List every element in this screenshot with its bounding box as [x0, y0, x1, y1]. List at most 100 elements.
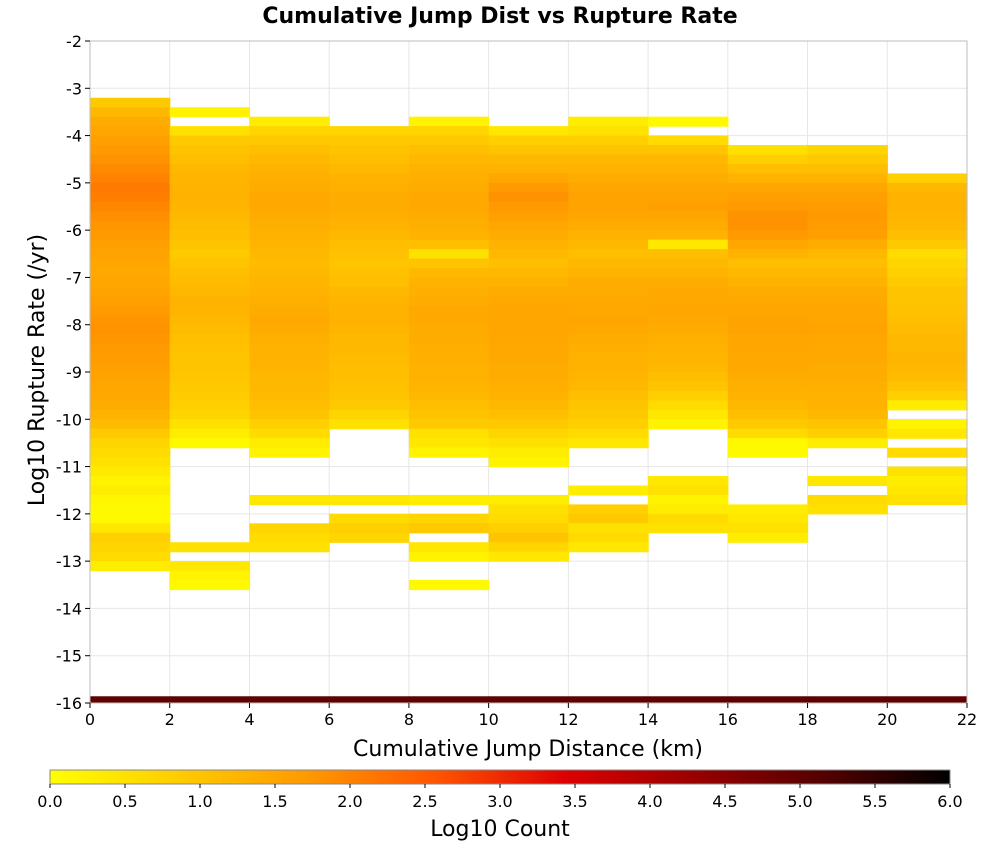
y-tick-label: -3: [66, 79, 82, 98]
heatmap-cell: [90, 542, 171, 553]
heatmap-cell: [90, 211, 171, 222]
heatmap-cell: [169, 249, 251, 260]
heatmap-cell: [727, 201, 809, 212]
heatmap-cell: [169, 126, 251, 137]
heatmap-cell: [568, 163, 649, 174]
heatmap-cell: [90, 494, 171, 505]
heatmap-cell: [648, 409, 729, 420]
heatmap-cells: [90, 97, 968, 703]
heatmap-cell: [727, 400, 809, 411]
heatmap-cell: [807, 258, 888, 269]
heatmap-cell: [488, 163, 569, 174]
heatmap-cell: [568, 145, 649, 156]
heatmap-cell: [648, 211, 729, 222]
chart-title: Cumulative Jump Dist vs Rupture Rate: [262, 4, 737, 29]
heatmap-cell: [169, 173, 251, 184]
y-tick-label: -2: [66, 32, 82, 51]
heatmap-cell: [887, 305, 968, 316]
heatmap-cell: [887, 192, 968, 203]
heatmap-cell: [488, 428, 569, 439]
heatmap-cell: [90, 230, 171, 241]
heatmap-cell: [329, 513, 410, 524]
heatmap-cell: [90, 372, 171, 383]
heatmap-cell: [408, 324, 490, 335]
heatmap-cell: [488, 447, 569, 458]
heatmap-cell: [329, 239, 410, 250]
heatmap-cell: [568, 409, 649, 420]
heatmap-cell: [249, 372, 330, 383]
heatmap-cell: [329, 523, 410, 534]
heatmap-cell: [807, 211, 888, 222]
heatmap-cell: [488, 211, 569, 222]
heatmap-cell: [329, 372, 410, 383]
heatmap-cell: [887, 494, 968, 505]
heatmap-cell: [249, 419, 330, 430]
heatmap-cell: [887, 324, 968, 335]
heatmap-cell: [90, 173, 171, 184]
heatmap-cell: [488, 334, 569, 345]
heatmap-cell: [568, 201, 649, 212]
y-tick-label: -6: [66, 221, 82, 240]
heatmap-cell: [648, 286, 729, 297]
heatmap-cell: [249, 324, 330, 335]
heatmap-cell: [249, 126, 330, 137]
heatmap-cell: [329, 343, 410, 354]
heatmap-cell: [648, 296, 729, 307]
heatmap-cell: [249, 239, 330, 250]
heatmap-cell: [727, 286, 809, 297]
heatmap-cell: [408, 220, 490, 231]
heatmap-cell: [568, 390, 649, 401]
heatmap-cell: [568, 154, 649, 165]
heatmap-cell: [488, 220, 569, 231]
heatmap-cell: [408, 239, 490, 250]
heatmap-cell: [887, 353, 968, 364]
heatmap-cell: [488, 249, 569, 260]
colorbar-tick-label: 4.0: [637, 792, 662, 811]
heatmap-cell: [807, 249, 888, 260]
heatmap-cell: [807, 201, 888, 212]
heatmap-cell: [329, 173, 410, 184]
heatmap-cell: [90, 409, 171, 420]
heatmap-cell: [887, 201, 968, 212]
heatmap-cell: [408, 400, 490, 411]
heatmap-cell: [249, 362, 330, 373]
heatmap-cell: [329, 400, 410, 411]
heatmap-cell: [488, 494, 569, 505]
heatmap-cell: [90, 154, 171, 165]
heatmap-cell: [90, 504, 171, 515]
heatmap-cell: [648, 513, 729, 524]
x-tick-label: 8: [404, 710, 414, 729]
heatmap-cell: [169, 230, 251, 241]
heatmap-cell: [488, 362, 569, 373]
heatmap-cell: [329, 211, 410, 222]
heatmap-cell: [807, 343, 888, 354]
heatmap-cell: [488, 145, 569, 156]
heatmap-cell: [807, 239, 888, 250]
heatmap-cell: [90, 258, 171, 269]
heatmap-cell: [408, 249, 490, 260]
heatmap-cell: [249, 116, 330, 127]
heatmap-cell: [568, 362, 649, 373]
heatmap-cell: [727, 173, 809, 184]
heatmap-cell: [408, 447, 490, 458]
heatmap-cell: [408, 362, 490, 373]
heatmap-cell: [169, 305, 251, 316]
heatmap-cell: [727, 277, 809, 288]
heatmap-cell: [727, 362, 809, 373]
heatmap-cell: [408, 513, 490, 524]
heatmap-cell: [568, 400, 649, 411]
heatmap-cell: [568, 542, 649, 553]
x-axis-ticks: 0 2 4 6 8 10 12 14 16 18 20 22: [85, 703, 977, 729]
heatmap-cell: [488, 173, 569, 184]
colorbar-tick-label: 5.5: [862, 792, 887, 811]
heatmap-cell: [727, 334, 809, 345]
colorbar-tick-label: 0.0: [37, 792, 62, 811]
heatmap-cell: [648, 305, 729, 316]
heatmap-cell: [249, 154, 330, 165]
heatmap-cell: [807, 145, 888, 156]
heatmap-cell: [887, 239, 968, 250]
heatmap-cell: [329, 296, 410, 307]
heatmap-cell: [90, 561, 171, 572]
heatmap-cell: [329, 220, 410, 231]
heatmap-cell: [568, 532, 649, 543]
